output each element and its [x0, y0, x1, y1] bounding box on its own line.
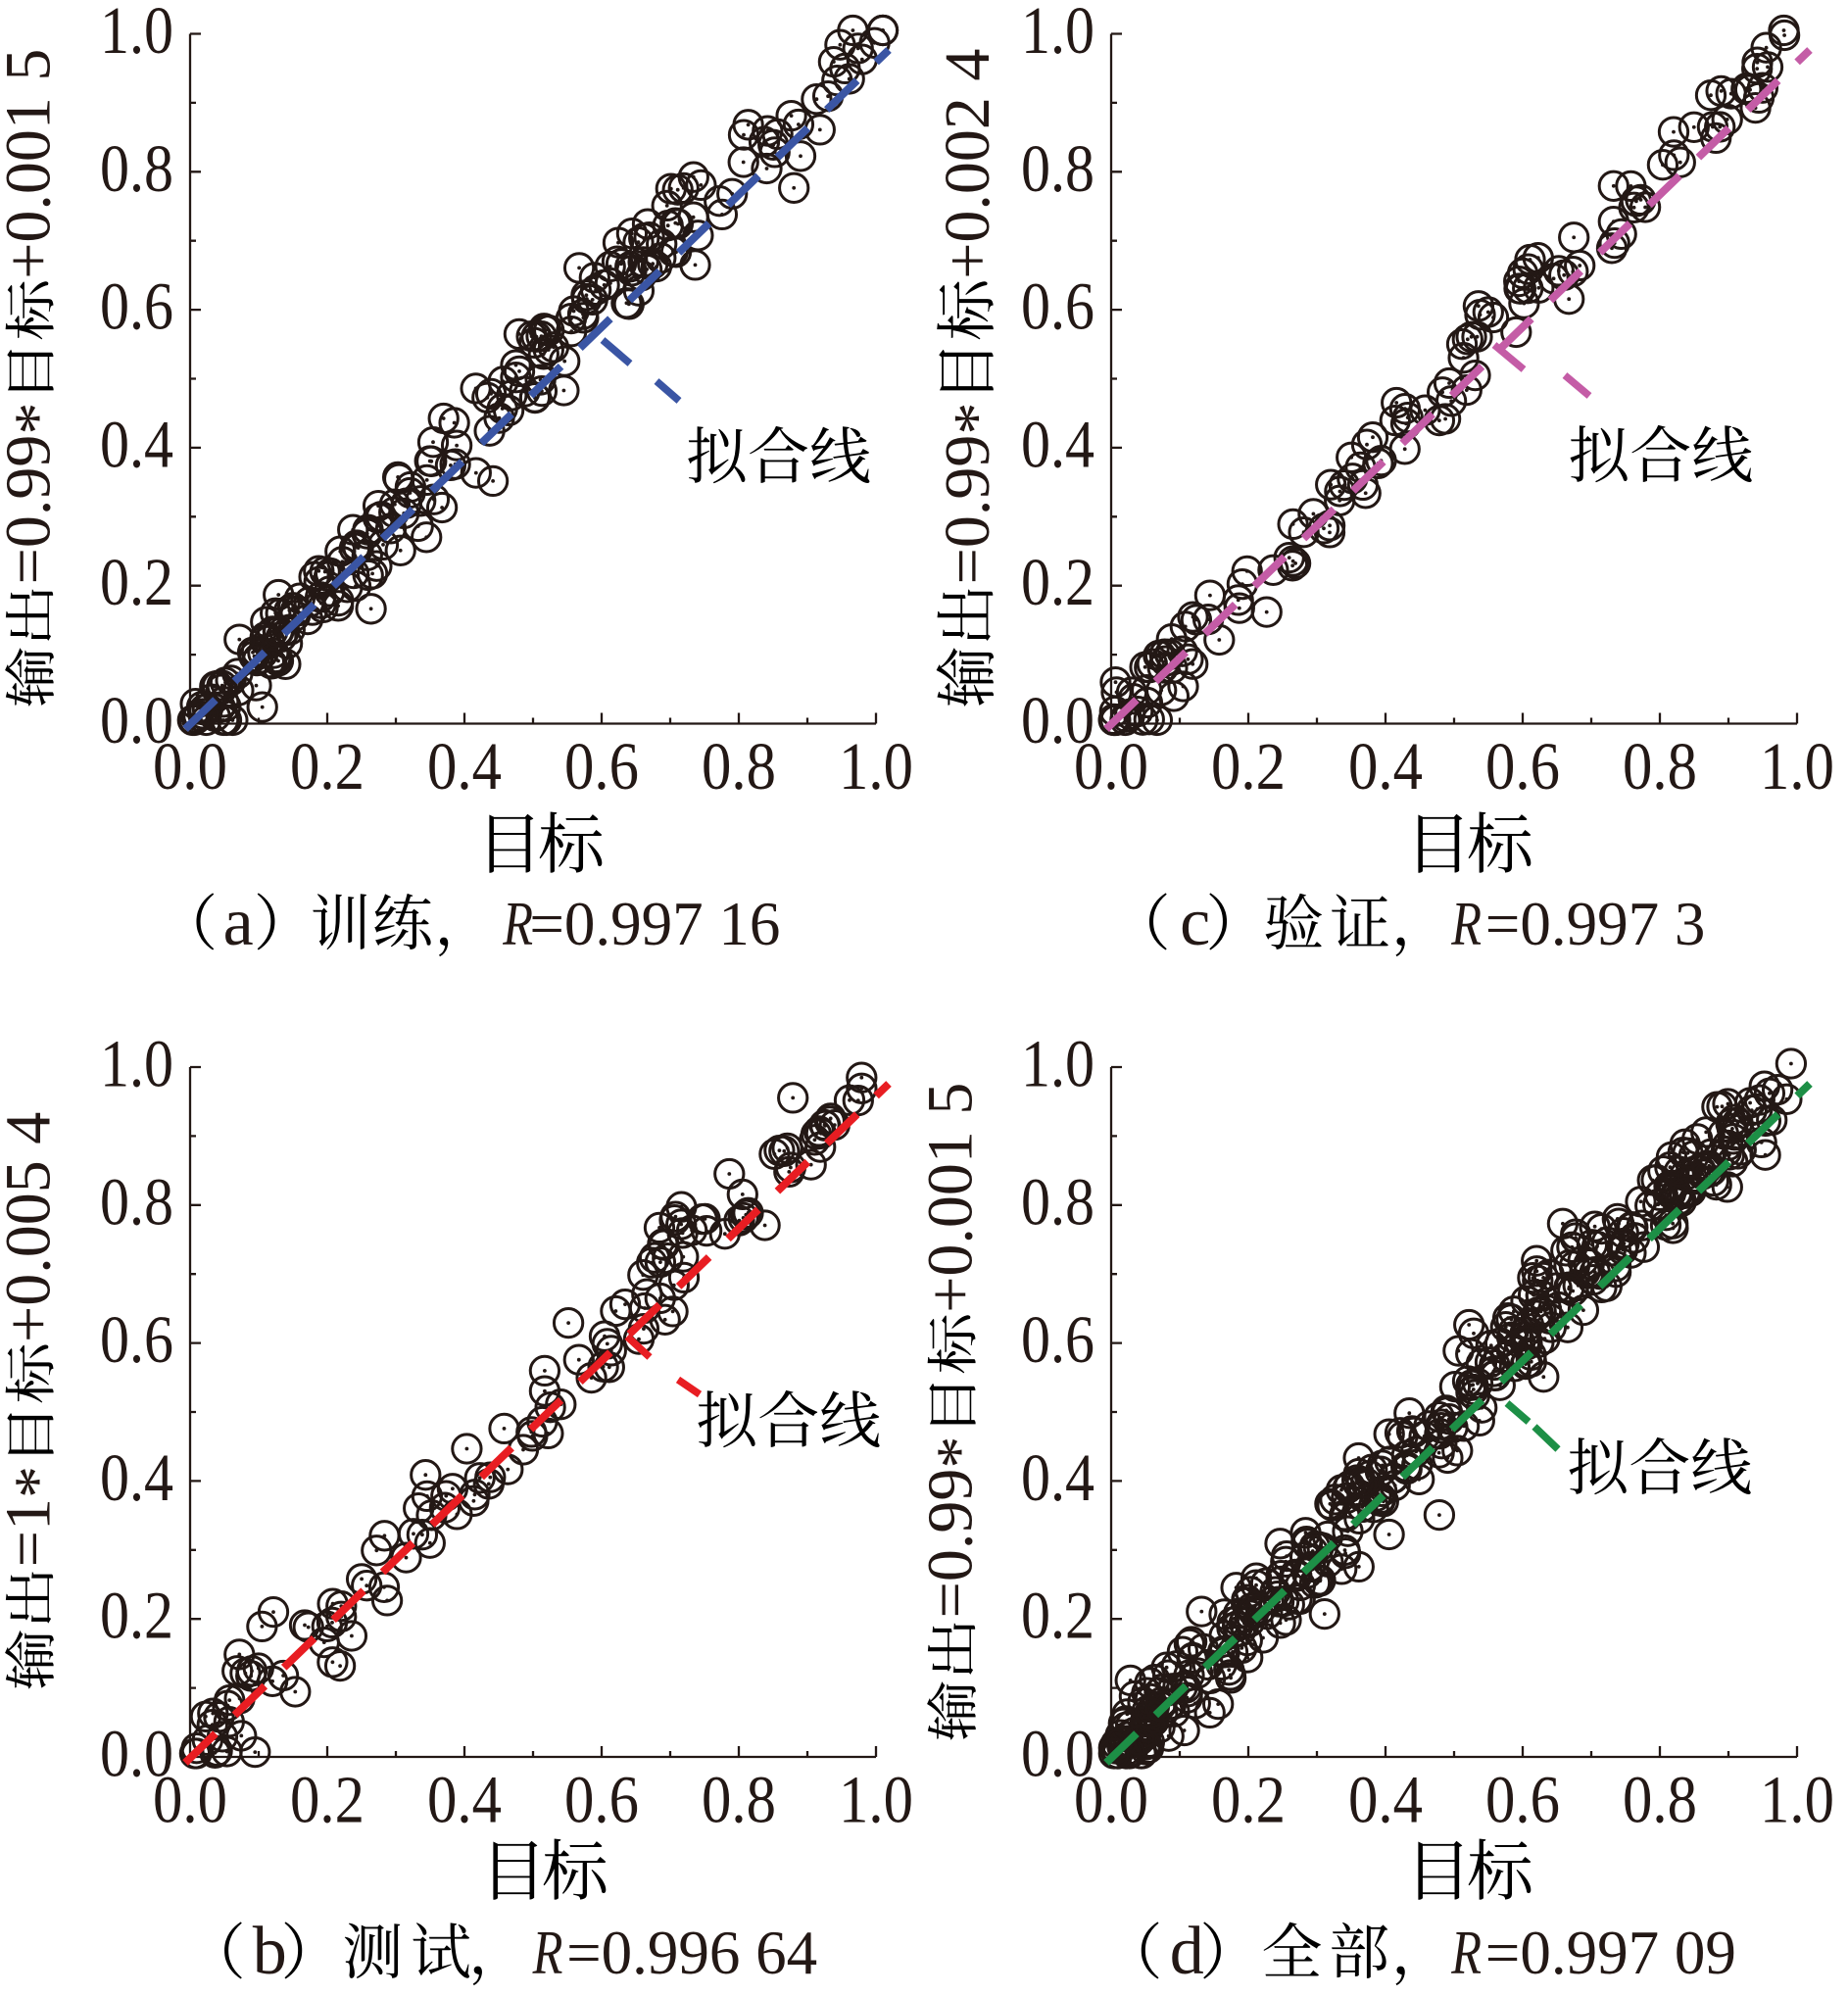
svg-text:0.4: 0.4 — [100, 1439, 173, 1515]
svg-text:0.0: 0.0 — [1021, 682, 1094, 757]
svg-text:0.4: 0.4 — [100, 407, 173, 482]
svg-text:0.0: 0.0 — [153, 729, 227, 803]
svg-text:0.8: 0.8 — [100, 1163, 173, 1239]
svg-text:0.2: 0.2 — [1211, 729, 1286, 803]
svg-text:1.0: 1.0 — [839, 1763, 913, 1837]
svg-text:0.0: 0.0 — [100, 1716, 173, 1791]
svg-text:d: d — [1170, 1914, 1204, 1989]
svg-text:1.0: 1.0 — [1021, 1026, 1094, 1101]
svg-text:=1*: =1* — [0, 1466, 73, 1567]
svg-text:0.6: 0.6 — [564, 729, 639, 803]
svg-text:0.4: 0.4 — [1348, 729, 1423, 803]
svg-text:1.0: 1.0 — [1021, 0, 1094, 68]
svg-text:0.4: 0.4 — [1021, 407, 1094, 482]
svg-text:1.0: 1.0 — [1760, 1763, 1834, 1837]
svg-text:c: c — [1180, 885, 1210, 960]
svg-text:=0.99*: =0.99* — [915, 1436, 996, 1619]
svg-text:0.6: 0.6 — [564, 1763, 639, 1837]
svg-text:1.0: 1.0 — [1760, 729, 1834, 803]
svg-text:=0.99*: =0.99* — [932, 403, 1012, 585]
svg-text:0.0: 0.0 — [153, 1763, 227, 1837]
svg-text:0.8: 0.8 — [1021, 1163, 1094, 1239]
svg-text:0.0: 0.0 — [1074, 1763, 1148, 1837]
svg-text:=0.997 16: =0.997 16 — [529, 890, 780, 958]
svg-text:0.6: 0.6 — [1485, 1763, 1560, 1837]
svg-text:+0.002 4: +0.002 4 — [932, 49, 1003, 279]
svg-text:1.0: 1.0 — [100, 1026, 173, 1101]
svg-text:1.0: 1.0 — [100, 0, 173, 68]
svg-text:0.8: 0.8 — [1623, 729, 1697, 803]
svg-text:0.4: 0.4 — [427, 729, 502, 803]
svg-text:0.8: 0.8 — [1623, 1763, 1697, 1837]
svg-text:0.4: 0.4 — [1021, 1439, 1094, 1515]
svg-text:=0.99*: =0.99* — [0, 403, 73, 585]
svg-text:0.8: 0.8 — [702, 1763, 776, 1837]
svg-text:0.4: 0.4 — [427, 1763, 502, 1837]
svg-text:0.2: 0.2 — [290, 1763, 365, 1837]
svg-text:0.8: 0.8 — [1021, 130, 1094, 206]
svg-text:a: a — [223, 885, 254, 960]
svg-text:0.2: 0.2 — [100, 1578, 173, 1653]
svg-text:0.2: 0.2 — [1021, 544, 1094, 619]
svg-text:=0.996 64: =0.996 64 — [566, 1919, 817, 1987]
svg-text:0.2: 0.2 — [1211, 1763, 1286, 1837]
svg-text:+0.001 5: +0.001 5 — [0, 49, 65, 279]
svg-text:R: R — [532, 1920, 563, 1988]
svg-text:0.4: 0.4 — [1348, 1763, 1423, 1837]
svg-text:0.6: 0.6 — [1021, 1301, 1094, 1377]
svg-text:0.2: 0.2 — [290, 729, 365, 803]
svg-text:b: b — [253, 1914, 287, 1989]
svg-text:0.6: 0.6 — [100, 268, 173, 344]
svg-text:0.6: 0.6 — [100, 1301, 173, 1377]
svg-text:0.2: 0.2 — [100, 544, 173, 619]
svg-text:0.2: 0.2 — [1021, 1578, 1094, 1653]
svg-text:0.0: 0.0 — [1074, 729, 1148, 803]
svg-text:R: R — [1450, 891, 1482, 959]
svg-text:0.8: 0.8 — [100, 130, 173, 206]
svg-text:R: R — [502, 891, 533, 959]
svg-text:0.0: 0.0 — [1021, 1716, 1094, 1791]
svg-text:1.0: 1.0 — [839, 729, 913, 803]
svg-text:+0.001 5: +0.001 5 — [915, 1083, 987, 1313]
svg-text:0.6: 0.6 — [1021, 268, 1094, 344]
svg-text:=0.997 09: =0.997 09 — [1485, 1919, 1736, 1987]
svg-text:0.0: 0.0 — [100, 682, 173, 757]
svg-text:0.8: 0.8 — [702, 729, 776, 803]
svg-text:0.6: 0.6 — [1485, 729, 1560, 803]
svg-text:+0.005 4: +0.005 4 — [0, 1112, 65, 1342]
svg-text:=0.997 3: =0.997 3 — [1485, 890, 1706, 958]
svg-text:R: R — [1450, 1920, 1482, 1988]
